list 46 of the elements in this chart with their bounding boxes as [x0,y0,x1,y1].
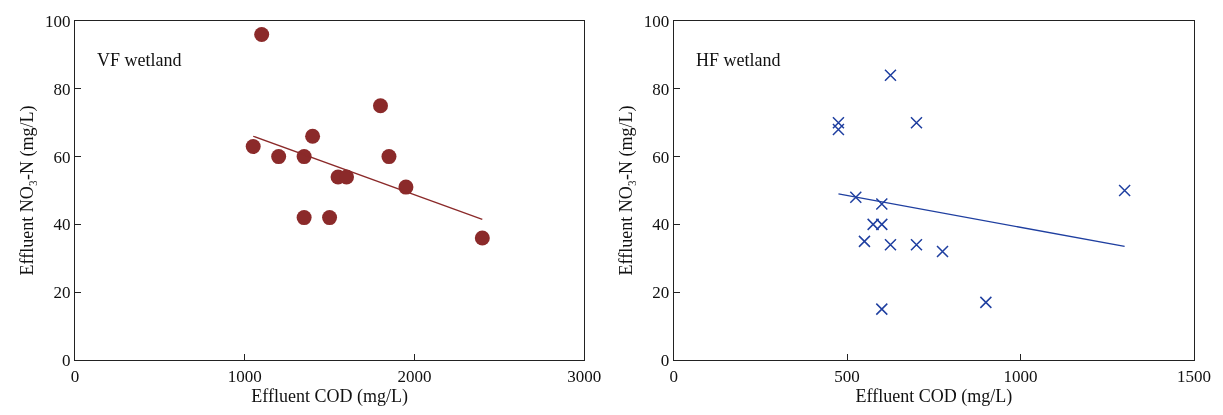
annotation: HF wetland [696,50,781,70]
point [296,210,312,226]
point [322,210,338,226]
point [910,238,923,251]
y-tick-label: 60 [652,147,670,167]
y-axis-title: Effluent NO₃-N (mg/L) [17,105,39,276]
y-tick-label: 80 [53,79,71,99]
point [305,128,321,144]
point [849,191,863,204]
x-tick-label: 500 [834,366,860,386]
point [858,235,871,248]
point [884,238,897,251]
x-tick-label: 2000 [397,366,432,386]
y-tick-label: 0 [660,350,670,370]
x-axis-title: Effluent COD (mg/L) [855,385,1013,407]
y-tick-label: 60 [53,147,71,167]
y-tick-label: 0 [62,350,71,370]
x-tick-label: 1000 [227,366,262,386]
point [271,149,287,165]
y-tick-label: 20 [53,283,71,303]
x-tick-label: 3000 [567,366,602,386]
point [474,230,490,246]
x-tick-label: 1000 [1003,366,1038,386]
point [884,68,897,82]
point [1118,184,1131,197]
point [832,123,845,136]
point [875,197,889,211]
y-tick-label: 100 [45,11,71,31]
point [245,138,261,154]
point [381,149,397,165]
point [832,116,845,129]
y-axis-title: Effluent NO₃-N (mg/L) [615,105,637,276]
y-tick-label: 40 [652,215,670,235]
annotation: VF wetland [97,50,182,70]
point [875,302,889,316]
y-tick-label: 80 [652,79,670,99]
point [254,27,270,43]
point [910,116,923,129]
y-tick-label: 20 [652,283,670,303]
point [936,245,949,258]
y-tick-label: 100 [643,11,670,31]
x-axis-title: Effluent COD (mg/L) [251,385,408,407]
point [373,98,388,114]
y-tick-label: 40 [53,215,71,235]
point [979,296,993,309]
x-tick-label: 1500 [1176,366,1211,386]
